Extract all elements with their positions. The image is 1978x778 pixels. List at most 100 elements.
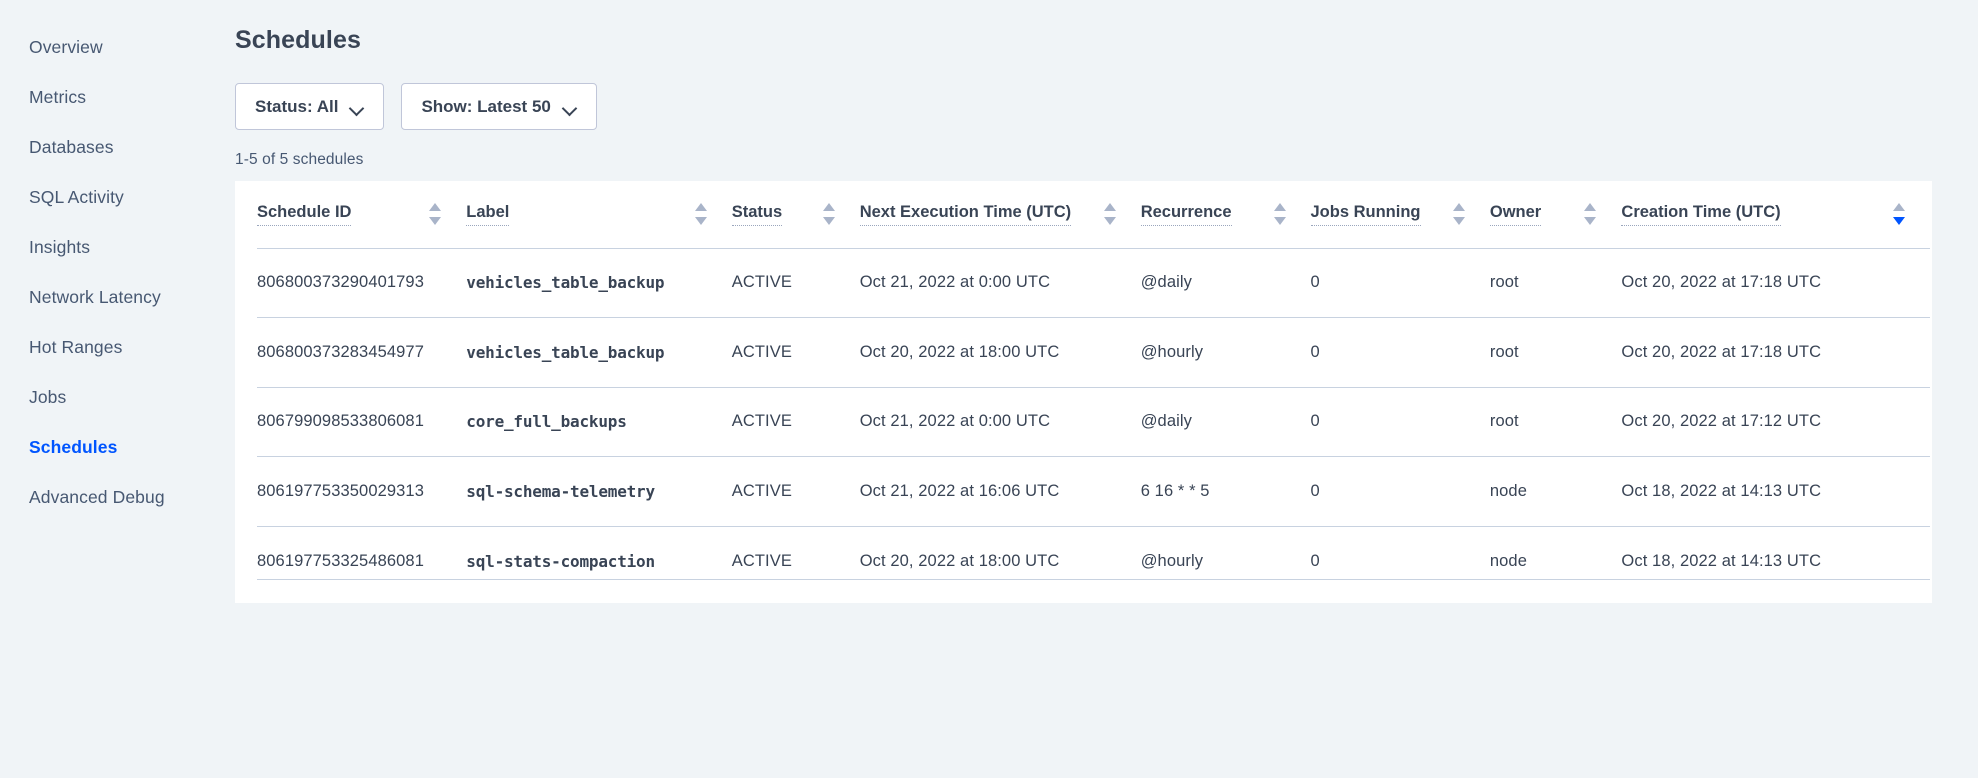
cell-creation-time: Oct 20, 2022 at 17:18 UTC bbox=[1621, 317, 1930, 387]
cell-jobs-running: 0 bbox=[1310, 247, 1490, 318]
main-content: Schedules Status: All Show: Latest 50 1-… bbox=[235, 0, 1978, 778]
cell-schedule-id[interactable]: 806799098533806081 bbox=[257, 386, 467, 457]
sort-descending-icon bbox=[1452, 217, 1465, 226]
show-filter-dropdown[interactable]: Show: Latest 50 bbox=[401, 83, 597, 130]
sidebar-item-network-latency[interactable]: Network Latency bbox=[0, 272, 235, 322]
sidebar-item-label: Hot Ranges bbox=[29, 336, 123, 357]
cell-label[interactable]: vehicles_table_backup bbox=[466, 317, 732, 387]
cell-status: ACTIVE bbox=[731, 317, 860, 387]
column-header-next-execution-time-utc[interactable]: Next Execution Time (UTC) bbox=[859, 181, 1141, 248]
column-header-status[interactable]: Status bbox=[731, 181, 860, 248]
sort-ascending-icon bbox=[1103, 203, 1116, 212]
sort-descending-icon bbox=[1273, 217, 1286, 226]
schedules-table: Schedule ID Label Status Next Execution Tim… bbox=[257, 181, 1930, 596]
sort-ascending-icon bbox=[822, 203, 835, 212]
sort-ascending-icon bbox=[1584, 203, 1597, 212]
column-header-label[interactable]: Schedule ID bbox=[257, 203, 352, 226]
column-header-inner: Jobs Running bbox=[1310, 203, 1490, 226]
column-header-owner[interactable]: Owner bbox=[1489, 181, 1622, 248]
sidebar-item-schedules[interactable]: Schedules bbox=[0, 422, 235, 472]
sidebar-item-databases[interactable]: Databases bbox=[0, 122, 235, 172]
sort-descending-icon bbox=[1584, 217, 1597, 226]
sort-toggle-icon[interactable] bbox=[1893, 203, 1906, 226]
sidebar-item-advanced-debug[interactable]: Advanced Debug bbox=[0, 472, 235, 522]
table-row[interactable]: 806197753325486081 sql-stats-compaction AC… bbox=[257, 525, 1930, 596]
table-header: Schedule ID Label Status Next Execution Tim… bbox=[257, 181, 1930, 248]
table-row[interactable]: 806800373283454977 vehicles_table_backup A… bbox=[257, 317, 1930, 387]
status-filter-label: Status: All bbox=[255, 96, 339, 116]
sidebar-item-hot-ranges[interactable]: Hot Ranges bbox=[0, 322, 235, 372]
table-header-row: Schedule ID Label Status Next Execution Tim… bbox=[257, 181, 1930, 248]
cell-status: ACTIVE bbox=[731, 386, 860, 457]
column-header-label[interactable]: Next Execution Time (UTC) bbox=[859, 203, 1072, 226]
cell-jobs-running: 0 bbox=[1310, 386, 1490, 457]
sidebar: Overview Metrics Databases SQL Activity Insi… bbox=[0, 0, 235, 778]
column-header-jobs-running[interactable]: Jobs Running bbox=[1310, 181, 1490, 248]
cell-creation-time: Oct 18, 2022 at 14:13 UTC bbox=[1621, 456, 1930, 526]
sort-toggle-icon[interactable] bbox=[1584, 203, 1597, 226]
sidebar-item-insights[interactable]: Insights bbox=[0, 222, 235, 272]
sort-ascending-icon bbox=[1893, 203, 1905, 212]
cell-next-execution: Oct 21, 2022 at 0:00 UTC bbox=[859, 247, 1141, 318]
sidebar-item-metrics[interactable]: Metrics bbox=[0, 72, 235, 122]
sidebar-item-jobs[interactable]: Jobs bbox=[0, 372, 235, 422]
column-header-schedule-id[interactable]: Schedule ID bbox=[257, 181, 466, 248]
sidebar-item-label: Metrics bbox=[29, 86, 87, 107]
sidebar-item-label: SQL Activity bbox=[29, 186, 124, 207]
cell-schedule-id[interactable]: 806800373283454977 bbox=[257, 317, 467, 387]
column-header-label[interactable]: Label bbox=[466, 181, 731, 248]
schedules-table-card: Schedule ID Label Status Next Execution Tim… bbox=[235, 181, 1932, 603]
cell-recurrence: @daily bbox=[1140, 247, 1311, 318]
column-header-label[interactable]: Creation Time (UTC) bbox=[1621, 203, 1781, 226]
cell-jobs-running: 0 bbox=[1310, 456, 1490, 526]
cell-label[interactable]: sql-stats-compaction bbox=[466, 525, 732, 596]
sidebar-item-label: Overview bbox=[29, 36, 103, 57]
sort-ascending-icon bbox=[1452, 203, 1465, 212]
cell-next-execution: Oct 21, 2022 at 0:00 UTC bbox=[859, 386, 1141, 457]
cell-owner: node bbox=[1489, 525, 1622, 596]
sidebar-item-label: Network Latency bbox=[29, 286, 161, 307]
column-header-label[interactable]: Recurrence bbox=[1140, 203, 1232, 226]
status-filter-dropdown[interactable]: Status: All bbox=[235, 83, 385, 130]
cell-recurrence: @hourly bbox=[1140, 317, 1311, 387]
sidebar-item-overview[interactable]: Overview bbox=[0, 22, 235, 72]
cell-schedule-id[interactable]: 806197753325486081 bbox=[257, 525, 467, 596]
sort-toggle-icon[interactable] bbox=[1103, 203, 1117, 226]
sort-toggle-icon[interactable] bbox=[1452, 203, 1466, 226]
cell-recurrence: 6 16 * * 5 bbox=[1140, 456, 1311, 526]
sort-toggle-icon[interactable] bbox=[1273, 203, 1287, 226]
cell-label[interactable]: sql-schema-telemetry bbox=[466, 456, 732, 526]
table-body: 806800373290401793 vehicles_table_backup A… bbox=[257, 247, 1930, 596]
column-header-inner: Schedule ID bbox=[257, 203, 466, 226]
column-header-label[interactable]: Status bbox=[731, 203, 783, 226]
sort-toggle-icon[interactable] bbox=[822, 203, 836, 226]
sort-toggle-icon[interactable] bbox=[429, 203, 442, 226]
cell-status: ACTIVE bbox=[731, 456, 860, 526]
sort-toggle-icon[interactable] bbox=[694, 203, 708, 226]
sort-descending-icon bbox=[694, 217, 707, 226]
cell-jobs-running: 0 bbox=[1310, 317, 1490, 387]
sidebar-item-label: Insights bbox=[29, 236, 91, 257]
column-header-creation-time-utc[interactable]: Creation Time (UTC) bbox=[1621, 181, 1930, 248]
cell-recurrence: @daily bbox=[1140, 386, 1311, 457]
cell-next-execution: Oct 20, 2022 at 18:00 UTC bbox=[859, 525, 1141, 596]
table-row[interactable]: 806800373290401793 vehicles_table_backup A… bbox=[257, 247, 1930, 318]
column-header-inner: Status bbox=[731, 203, 860, 226]
column-header-label[interactable]: Jobs Running bbox=[1310, 203, 1421, 226]
column-header-label[interactable]: Owner bbox=[1489, 203, 1542, 226]
cell-next-execution: Oct 21, 2022 at 16:06 UTC bbox=[859, 456, 1141, 526]
column-header-recurrence[interactable]: Recurrence bbox=[1140, 181, 1311, 248]
cell-label[interactable]: core_full_backups bbox=[466, 386, 732, 457]
filter-bar: Status: All Show: Latest 50 bbox=[235, 83, 1978, 130]
cell-next-execution: Oct 20, 2022 at 18:00 UTC bbox=[859, 317, 1141, 387]
cell-schedule-id[interactable]: 806197753350029313 bbox=[257, 456, 467, 526]
table-row[interactable]: 806197753350029313 sql-schema-telemetry AC… bbox=[257, 456, 1930, 526]
table-row[interactable]: 806799098533806081 core_full_backups ACTIV… bbox=[257, 386, 1930, 457]
chevron-down-icon bbox=[351, 103, 364, 111]
sidebar-item-sql-activity[interactable]: SQL Activity bbox=[0, 172, 235, 222]
cell-label[interactable]: vehicles_table_backup bbox=[466, 247, 732, 318]
column-header-label[interactable]: Label bbox=[466, 203, 510, 226]
column-header-inner: Recurrence bbox=[1140, 203, 1311, 226]
cell-schedule-id[interactable]: 806800373290401793 bbox=[257, 247, 467, 318]
